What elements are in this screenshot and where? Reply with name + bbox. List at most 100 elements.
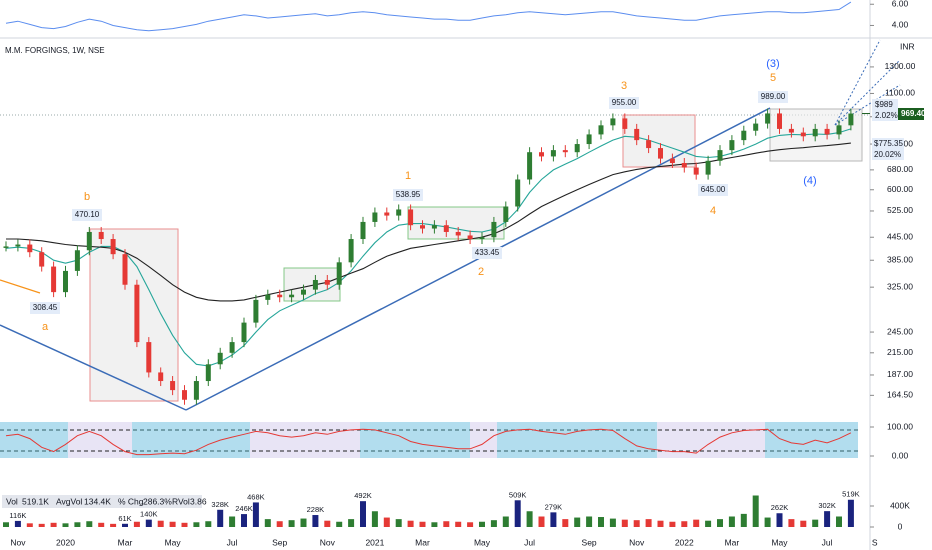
volume-bar [50,522,57,527]
stoch-zone [0,422,68,458]
candle [122,254,128,285]
candle [515,179,521,207]
candle [336,262,342,285]
volume-label: 328K [211,500,229,509]
candle [479,237,485,240]
candle [836,125,842,135]
volume-bar [717,519,723,527]
volume-label: 519K [842,490,860,499]
wave-label: 2 [478,266,484,278]
candle [98,231,104,240]
x-tick-label: 2020 [56,537,75,547]
volume-bar [252,502,259,527]
candle [622,118,628,129]
x-tick-label: Nov [629,537,645,547]
volume-bar [550,512,557,527]
x-tick-label: May [771,537,788,547]
candle [848,113,854,126]
last-price: 969.40 [901,109,926,118]
volume-bar [633,520,640,527]
info-bar [2,495,202,508]
candle [205,364,211,382]
volume-bar [122,523,128,527]
candle [586,134,592,145]
wave-line [0,279,41,294]
volume-bar [217,509,224,527]
candle [289,294,295,298]
wave-label: 4 [710,205,716,217]
projection [834,84,901,126]
info-key: Vol [6,496,18,506]
candle [217,352,223,365]
candle [550,150,556,157]
wave-label: 3 [621,80,627,92]
target-label: $775.35 [874,139,903,148]
target-box [872,138,904,160]
top-line [5,1,852,32]
volume-bar [693,519,700,527]
volume-bar [502,516,509,527]
candle [681,163,687,168]
volume-bar [276,521,283,527]
volume-bar [407,520,414,527]
volume-bar [657,520,664,527]
candle [443,225,449,232]
target-label: 20.02% [874,150,901,159]
candle [824,128,830,135]
candle [717,150,723,161]
x-tick-label: Sep [272,537,287,547]
candle [396,209,402,216]
volume-bar [312,515,319,527]
candle [360,221,366,240]
volume-bar [193,522,200,527]
info-key: AvgVol [56,496,82,506]
wave-label: b [84,191,90,203]
y-tick-label: 187.00 [887,369,913,379]
y-tick-label: 400K [890,500,910,510]
x-tick-label: May [165,537,182,547]
volume-bar [609,518,616,527]
volume-bar [586,516,593,527]
x-tick-label: Nov [320,537,336,547]
volume-bar [598,517,604,527]
volume-label: 140K [140,510,158,519]
label-box [30,302,60,314]
x-tick-label: 2021 [365,537,384,547]
candle [562,150,568,153]
y-tick-label: 215.00 [887,347,913,357]
info-value: 134.4K [84,496,111,506]
candle [146,342,152,373]
volume-bar [728,516,735,527]
candle [324,279,330,285]
candle [753,123,759,131]
trend-line [0,324,187,411]
volume-bar [264,519,271,527]
candle [253,299,259,323]
candle [527,152,533,180]
volume-bar [645,519,652,527]
wave-label: 5 [770,72,776,84]
volume-bar [86,521,93,527]
volume-bar [764,517,771,527]
candle [539,152,544,157]
volume-bar [229,516,236,527]
stoch-zone [132,422,250,458]
volume-bar [681,521,688,527]
candle [74,250,80,271]
y-tick-label: 0.00 [892,450,909,460]
x-tick-label: Jul [524,537,535,547]
chart-title: M.M. FORGINGS, 1W, NSE [5,46,105,55]
price-label: 470.10 [75,210,100,219]
stoch-line [5,428,852,456]
label-box [472,247,502,259]
label-box [758,91,788,103]
x-tick-label: Nov [10,537,26,547]
wave-label: a [42,321,49,333]
candle [384,212,390,216]
stoch-zone [497,422,657,458]
volume-bar [847,499,854,527]
range-box [89,228,179,402]
candle [420,225,425,229]
volume-bar [395,519,402,527]
price-labels: 470.10 308.45 538.95 433.45 955.00 645.0… [30,91,788,314]
